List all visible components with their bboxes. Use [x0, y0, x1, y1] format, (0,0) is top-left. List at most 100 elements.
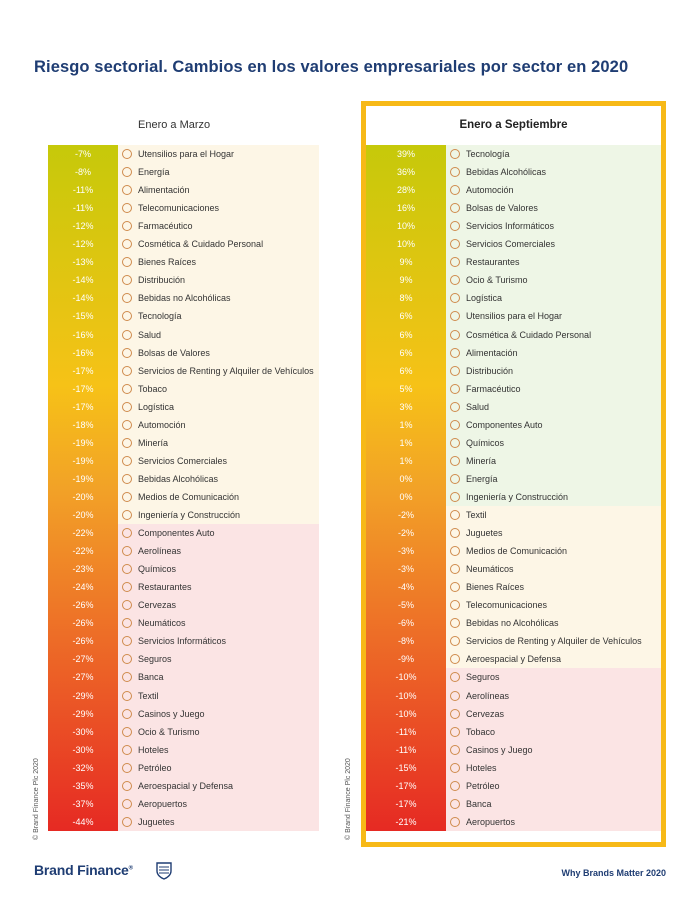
- value-label: -37%: [72, 798, 94, 809]
- value-label: 1%: [399, 419, 413, 430]
- sector-row: Químicos: [450, 434, 504, 452]
- sector-label: Farmacéutico: [466, 383, 521, 394]
- value-label: -19%: [72, 455, 94, 466]
- sector-row: Químicos: [122, 560, 176, 578]
- sector-row: Aerolíneas: [122, 542, 181, 560]
- sector-label: Cosmética & Cuidado Personal: [466, 329, 592, 340]
- sector-row: Medios de Comunicación: [450, 542, 567, 560]
- sector-row: Bebidas Alcohólicas: [122, 470, 218, 488]
- insurance-icon: [450, 672, 460, 683]
- pharma-icon: [450, 383, 460, 394]
- sector-row: Ocio & Turismo: [450, 271, 528, 289]
- sector-label: Aeroespacial y Defensa: [466, 654, 562, 665]
- value-label: -27%: [72, 672, 94, 683]
- beer-icon: [450, 708, 460, 719]
- sector-label: Medios de Comunicación: [138, 491, 240, 502]
- tobacco-icon: [122, 383, 132, 394]
- sector-label: Aeroespacial y Defensa: [138, 780, 234, 791]
- value-label: 0%: [399, 473, 413, 484]
- sector-row: Restaurantes: [450, 253, 520, 271]
- value-label: -26%: [72, 618, 94, 629]
- sector-label: Cervezas: [466, 708, 505, 719]
- sector-row: Ingeniería y Construcción: [122, 506, 240, 524]
- textile-icon: [450, 510, 460, 520]
- sector-label: Distribución: [466, 365, 514, 376]
- sector-row: Bolsas de Valores: [450, 199, 538, 217]
- tyre-icon: [122, 618, 132, 629]
- sector-label: Textil: [138, 690, 159, 701]
- value-label: 10%: [396, 221, 415, 232]
- sector-label: Bebidas no Alcohólicas: [466, 618, 559, 629]
- sector-row: Tecnología: [450, 145, 510, 163]
- energy-icon: [450, 473, 460, 484]
- sector-row: Servicios Comerciales: [122, 452, 227, 470]
- sector-label: Utensilios para el Hogar: [466, 311, 563, 322]
- sector-label: Minería: [138, 437, 169, 448]
- right-panel-header: Enero a Septiembre: [366, 106, 661, 144]
- sector-row: Energía: [122, 163, 170, 181]
- real-estate-icon: [450, 582, 460, 593]
- mining-icon: [122, 437, 132, 448]
- sector-label: Petróleo: [466, 780, 500, 791]
- sector-label: Neumáticos: [466, 564, 514, 575]
- sector-label: Seguros: [466, 672, 500, 683]
- sector-row: Cosmética & Cuidado Personal: [122, 235, 263, 253]
- sector-label: Salud: [138, 329, 162, 340]
- value-label: 6%: [399, 365, 413, 376]
- sector-row: Ocio & Turismo: [122, 723, 200, 741]
- auto-components-icon: [450, 419, 460, 430]
- value-label: -4%: [397, 582, 414, 593]
- value-label: 16%: [396, 203, 415, 214]
- sector-label: Salud: [466, 401, 490, 412]
- sector-label: Textil: [466, 510, 487, 520]
- value-label: -29%: [72, 690, 94, 701]
- retail-icon: [450, 365, 460, 376]
- restaurant-icon: [450, 257, 460, 268]
- value-label: 10%: [396, 239, 415, 250]
- sector-row: Distribución: [450, 362, 513, 380]
- media-icon: [450, 546, 460, 557]
- sector-label: Componentes Auto: [138, 528, 215, 539]
- sector-label: Casinos y Juego: [138, 708, 205, 719]
- value-label: -9%: [397, 654, 414, 665]
- value-label: -18%: [72, 419, 94, 430]
- sector-label: Servicios Comerciales: [466, 239, 556, 250]
- value-label: -17%: [395, 780, 417, 791]
- sector-label: Telecomunicaciones: [138, 203, 220, 214]
- construction-icon: [450, 491, 460, 502]
- footer-text: Why Brands Matter 2020: [561, 868, 666, 878]
- value-label: -11%: [395, 744, 417, 755]
- sector-row: Servicios de Renting y Alquiler de Vehíc…: [450, 632, 642, 650]
- sector-label: Bienes Raíces: [138, 257, 197, 268]
- sector-row: Seguros: [450, 668, 500, 686]
- auto-icon: [122, 419, 132, 430]
- value-label: -14%: [72, 293, 94, 304]
- tech-icon: [450, 149, 460, 159]
- value-label: -12%: [72, 221, 94, 232]
- alcohol-icon: [450, 167, 460, 178]
- neutral-zone: [446, 506, 661, 669]
- chemicals-icon: [122, 564, 132, 575]
- sector-label: Energía: [138, 167, 170, 178]
- value-label: -8%: [74, 167, 91, 178]
- sector-label: Telecomunicaciones: [466, 600, 548, 611]
- sector-row: Seguros: [122, 650, 172, 668]
- value-label: 1%: [399, 455, 413, 466]
- highlight-frame: [361, 101, 666, 847]
- sector-row: Energía: [450, 470, 498, 488]
- casino-icon: [450, 744, 460, 755]
- sector-row: Servicios Informáticos: [450, 217, 554, 235]
- airline-icon: [122, 546, 132, 557]
- value-label: 6%: [399, 347, 413, 358]
- value-label: -10%: [395, 708, 417, 719]
- sector-label: Bebidas Alcohólicas: [138, 473, 219, 484]
- sector-label: Minería: [466, 455, 497, 466]
- sector-row: Hoteles: [122, 741, 169, 759]
- sector-row: Bebidas no Alcohólicas: [450, 614, 559, 632]
- restaurant-icon: [122, 582, 132, 593]
- value-label: -35%: [72, 780, 94, 791]
- sector-row: Restaurantes: [122, 578, 192, 596]
- negative-zone: [118, 524, 319, 831]
- oil-icon: [450, 780, 460, 791]
- value-label: -17%: [395, 798, 417, 809]
